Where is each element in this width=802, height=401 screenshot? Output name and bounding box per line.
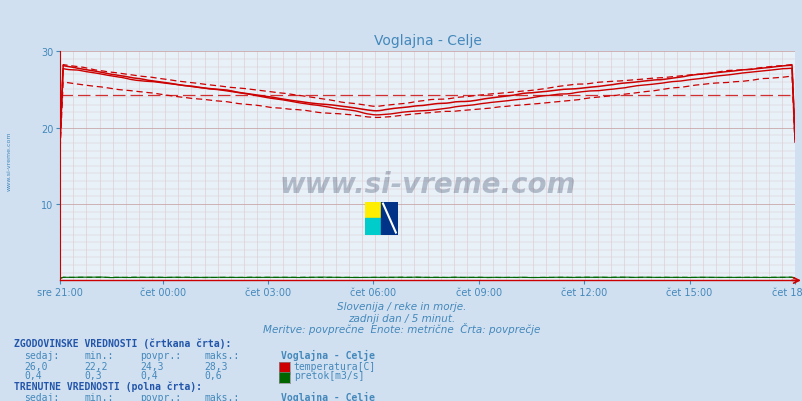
Text: 0,6: 0,6	[205, 371, 222, 381]
Text: sedaj:: sedaj:	[24, 350, 59, 360]
Text: Meritve: povprečne  Enote: metrične  Črta: povprečje: Meritve: povprečne Enote: metrične Črta:…	[262, 322, 540, 334]
Text: 26,0: 26,0	[24, 361, 47, 371]
Text: pretok[m3/s]: pretok[m3/s]	[294, 371, 364, 381]
Text: 28,3: 28,3	[205, 361, 228, 371]
Text: 0,4: 0,4	[140, 371, 158, 381]
Text: 24,3: 24,3	[140, 361, 164, 371]
Text: Slovenija / reke in morje.: Slovenija / reke in morje.	[336, 302, 466, 312]
Text: 0,3: 0,3	[84, 371, 102, 381]
Text: 0,4: 0,4	[24, 371, 42, 381]
Text: povpr.:: povpr.:	[140, 350, 181, 360]
Text: maks.:: maks.:	[205, 350, 240, 360]
Text: www.si-vreme.com: www.si-vreme.com	[6, 131, 11, 190]
Text: zadnji dan / 5 minut.: zadnji dan / 5 minut.	[347, 313, 455, 323]
Text: www.si-vreme.com: www.si-vreme.com	[279, 171, 575, 198]
Text: min.:: min.:	[84, 392, 114, 401]
Text: Voglajna - Celje: Voglajna - Celje	[281, 349, 375, 360]
Text: temperatura[C]: temperatura[C]	[294, 361, 375, 371]
Text: sedaj:: sedaj:	[24, 392, 59, 401]
Text: ZGODOVINSKE VREDNOSTI (črtkana črta):: ZGODOVINSKE VREDNOSTI (črtkana črta):	[14, 337, 232, 348]
Title: Voglajna - Celje: Voglajna - Celje	[373, 34, 481, 48]
Text: maks.:: maks.:	[205, 392, 240, 401]
Text: TRENUTNE VREDNOSTI (polna črta):: TRENUTNE VREDNOSTI (polna črta):	[14, 381, 202, 391]
Text: min.:: min.:	[84, 350, 114, 360]
Text: Voglajna - Celje: Voglajna - Celje	[281, 391, 375, 401]
Text: 22,2: 22,2	[84, 361, 107, 371]
Text: povpr.:: povpr.:	[140, 392, 181, 401]
